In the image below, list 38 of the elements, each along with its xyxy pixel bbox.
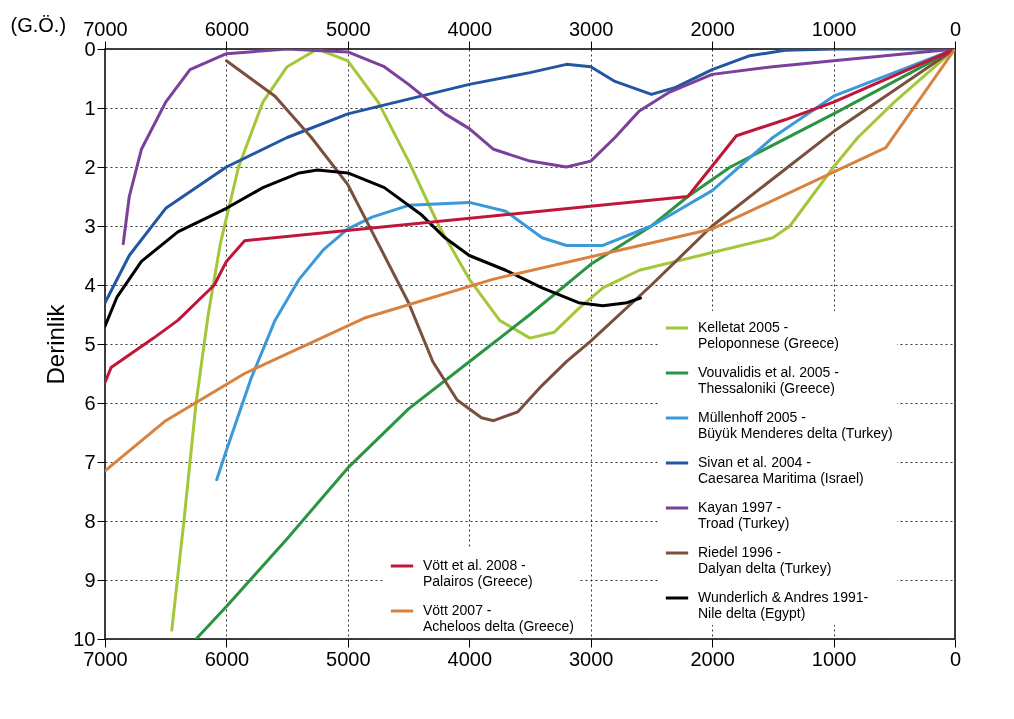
x-tick-label: 6000	[204, 647, 250, 670]
legend-label: Vött et al. 2008 - Palairos (Greece)	[423, 557, 533, 589]
x2-tick-label: 7000	[83, 17, 128, 40]
y-tick-label: 9	[84, 568, 96, 591]
x2-tick-label: 4000	[447, 17, 493, 40]
x2-tick-label: 0	[949, 17, 962, 40]
legend-label: Vouvalidis et al. 2005 - Thessaloniki (Greece)	[698, 364, 840, 396]
y-axis-title: Derinlik	[42, 303, 70, 385]
x2-tick-label: 6000	[204, 17, 250, 40]
x2-tick-label: 2000	[690, 17, 735, 40]
legend-label: Riedel 1996 - Dalyan delta (Turkey)	[698, 544, 832, 576]
legend-label: Müllenhoff 2005 - Büyük Menderes delta (Turkey)	[698, 409, 893, 441]
legend-label: Kayan 1997 - Troad (Turkey)	[698, 499, 790, 531]
legend-label: Kelletat 2005 - Peloponnese (Greece)	[698, 319, 839, 351]
x2-tick-label: 3000	[568, 17, 614, 40]
x2-tick-label: 5000	[326, 17, 371, 40]
legend-label: Sivan et al. 2004 - Caesarea Maritima (Israel)	[698, 454, 864, 486]
x2-tick-label: 1000	[811, 17, 857, 40]
x-tick-label: 1000	[811, 647, 857, 670]
x-tick-label: 3000	[568, 647, 614, 670]
y-tick-label: 2	[84, 155, 96, 178]
x-tick-label: 2000	[690, 647, 735, 670]
y-tick-label: 4	[84, 273, 96, 296]
y-tick-label: 10	[73, 627, 96, 650]
y-tick-label: 3	[84, 214, 96, 237]
x2-axis-title: (G.Ö.)	[10, 13, 67, 36]
x-tick-label: 7000	[83, 647, 128, 670]
y-tick-label: 8	[84, 509, 96, 532]
y-tick-label: 1	[84, 96, 96, 119]
y-tick-label: 5	[84, 332, 96, 355]
legend-label: Vött 2007 - Acheloos delta (Greece)	[423, 602, 574, 634]
x-tick-label: 0	[949, 647, 962, 670]
x-tick-label: 4000	[447, 647, 493, 670]
y-tick-label: 7	[84, 450, 96, 473]
legend-label: Wunderlich & Andres 1991- Nile delta (Egypt)	[698, 589, 869, 621]
y-tick-label: 0	[84, 37, 96, 60]
x-tick-label: 5000	[326, 647, 371, 670]
y-tick-label: 6	[84, 391, 96, 414]
